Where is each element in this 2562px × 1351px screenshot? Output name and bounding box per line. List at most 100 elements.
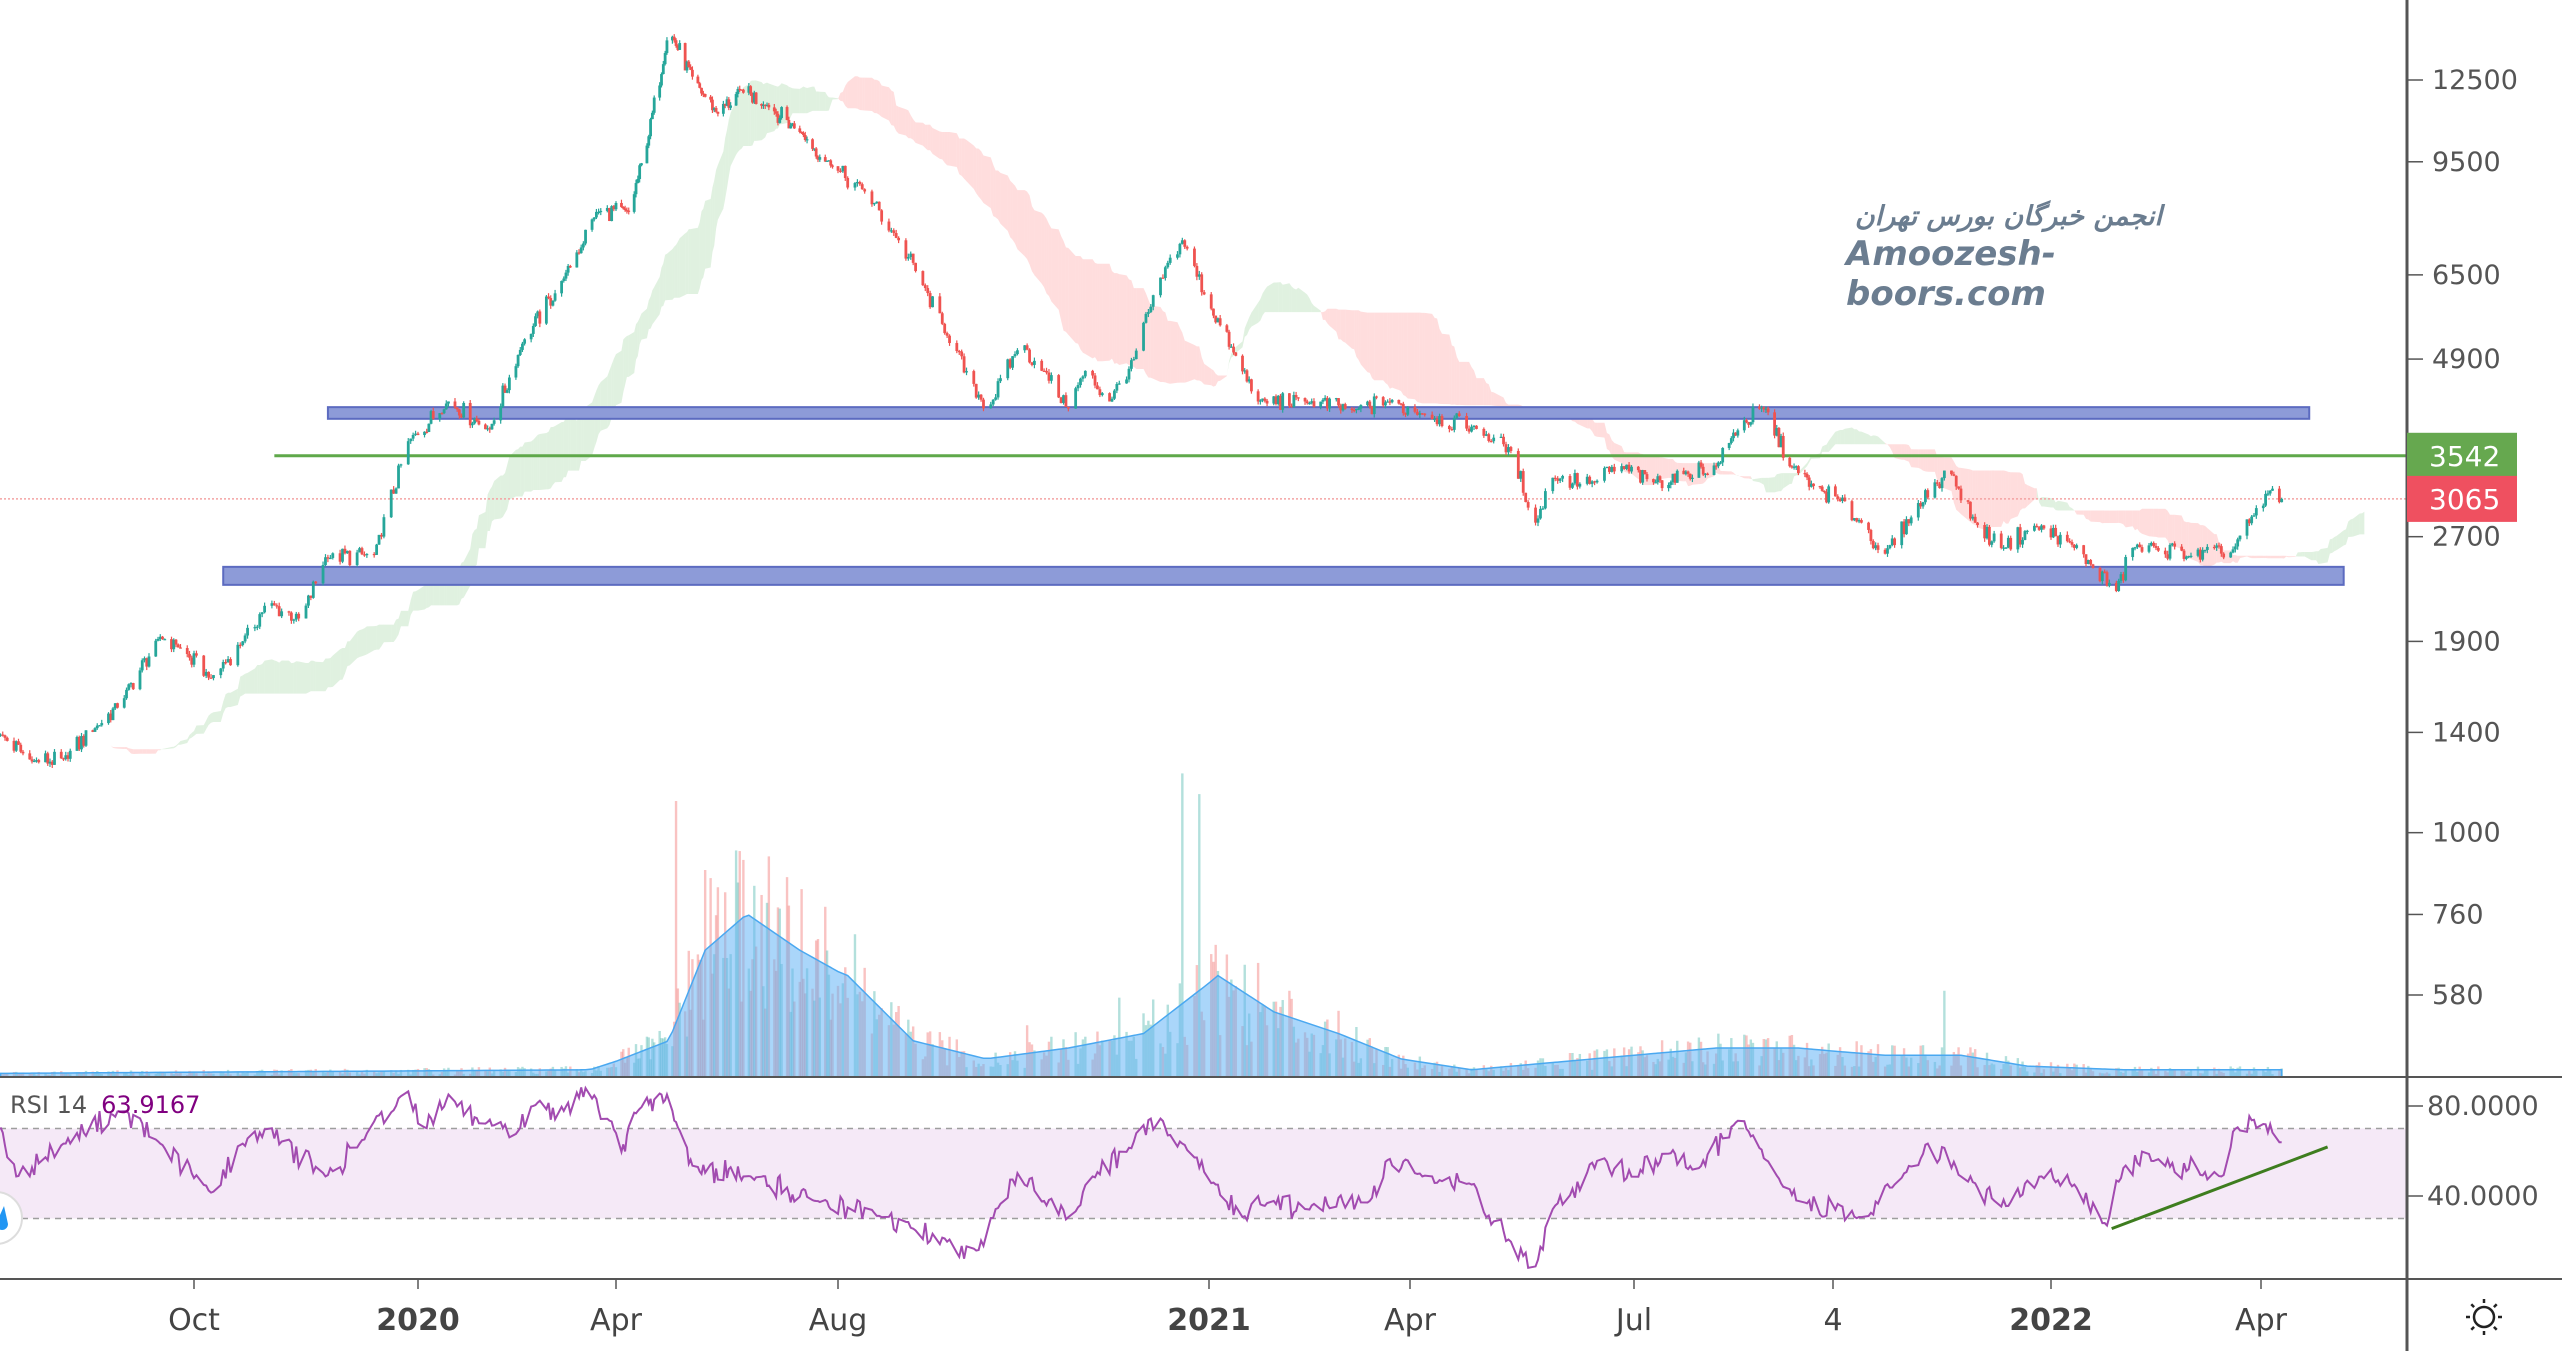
candle-body (1876, 545, 1880, 550)
x-tick-label: Apr (1384, 1303, 1437, 1338)
cloud-segment (171, 746, 174, 749)
cloud-segment (2083, 510, 2086, 519)
candle-body (1888, 545, 1892, 549)
cloud-segment (2343, 529, 2346, 546)
cloud-segment (160, 748, 163, 751)
candle-body (523, 339, 527, 344)
cloud-segment (725, 129, 727, 199)
cloud-segment (652, 286, 655, 325)
candle-body (2166, 554, 2170, 559)
candle-body (911, 253, 915, 263)
candle-body (1536, 518, 1540, 523)
candle-body (538, 311, 542, 324)
candle-body (1719, 462, 1722, 464)
cloud-segment (688, 229, 691, 295)
candle-body (321, 565, 325, 584)
candle-body (1924, 490, 1927, 503)
candle-body (138, 670, 142, 690)
support-resistance-zone[interactable] (222, 565, 2345, 586)
cloud-segment (2362, 511, 2365, 535)
candle-body (1781, 435, 1785, 458)
cloud-segment (910, 115, 914, 140)
candle-body (2187, 556, 2191, 558)
cloud-segment (634, 324, 637, 373)
rsi-trendline[interactable] (2111, 1145, 2329, 1231)
drawn-zones[interactable] (222, 406, 2345, 586)
cloud-segment (1320, 310, 1323, 320)
candle-body (499, 406, 503, 421)
candle-body (1827, 486, 1831, 503)
cloud-segment (1082, 259, 1086, 355)
candle-body (1954, 475, 1958, 487)
candle-body (1209, 294, 1213, 309)
candle-body (2086, 559, 2090, 564)
candle-body (2229, 552, 2233, 558)
cloud-segment (1358, 310, 1361, 365)
drawn-lines[interactable] (0, 454, 2407, 500)
candle-body (1292, 395, 1296, 408)
candle-body (1860, 520, 1863, 523)
cloud-segment (1765, 477, 1769, 493)
cloud-segment (1187, 341, 1195, 383)
candle-body (1096, 385, 1099, 390)
candle-body (1603, 468, 1606, 481)
candle-body (246, 627, 249, 636)
settings-button[interactable] (2466, 1299, 2502, 1335)
candle-body (855, 181, 859, 184)
cloud-segment (126, 747, 129, 752)
cloud-segment (164, 747, 172, 750)
candle-body (904, 240, 908, 259)
candle-body (521, 343, 524, 350)
candle-body (314, 581, 318, 584)
cloud-segment (2153, 508, 2156, 537)
cloud-segment (1828, 431, 1836, 452)
cloud-segment (752, 80, 755, 146)
candle-body (1370, 406, 1374, 415)
rsi-legend[interactable]: RSI 14 63.9167 (10, 1091, 200, 1119)
candle-body (35, 760, 38, 762)
support-resistance-zone[interactable] (326, 406, 2311, 420)
candle-body (2056, 536, 2060, 545)
cloud-segment (2041, 497, 2044, 507)
cloud-segment (1474, 370, 1477, 406)
candle-body (736, 88, 740, 95)
candle-body (1059, 397, 1063, 403)
cloud-segment (592, 396, 595, 456)
cloud-segment (162, 748, 165, 750)
candle-body (772, 107, 776, 112)
candle-body (174, 639, 178, 645)
cloud-segment (1737, 475, 1745, 479)
rsi-pane (0, 1085, 2407, 1270)
candle-body (1386, 401, 1390, 403)
cloud-segment (1621, 446, 1625, 472)
candle-body (75, 737, 79, 751)
cloud-segment (1235, 341, 1243, 353)
candle-body (994, 397, 998, 400)
candle-body (1675, 470, 1679, 483)
candle-body (1909, 517, 1913, 524)
candle-body (425, 431, 429, 433)
candle-body (2250, 516, 2254, 524)
cloud-segment (2302, 552, 2305, 557)
cloud-segment (178, 740, 181, 745)
candle-body (111, 708, 115, 721)
candle-body (503, 385, 507, 393)
candle-body (427, 423, 431, 433)
cloud-segment (807, 86, 813, 114)
cloud-segment (237, 676, 241, 706)
cloud-segment (650, 290, 653, 329)
candle-body (564, 272, 568, 279)
cloud-segment (1109, 263, 1113, 361)
cloud-segment (1894, 444, 1902, 460)
cloud-segment (1937, 456, 1940, 486)
cloud-segment (194, 725, 197, 736)
candle-body (209, 677, 213, 679)
cloud-segment (2167, 510, 2170, 547)
cloud-segment (908, 110, 911, 139)
candle-body (789, 125, 793, 129)
candle-body (2025, 530, 2029, 532)
drop-icon-button[interactable] (0, 1191, 23, 1245)
candle-body (1883, 549, 1887, 554)
cloud-segment (2102, 510, 2105, 524)
